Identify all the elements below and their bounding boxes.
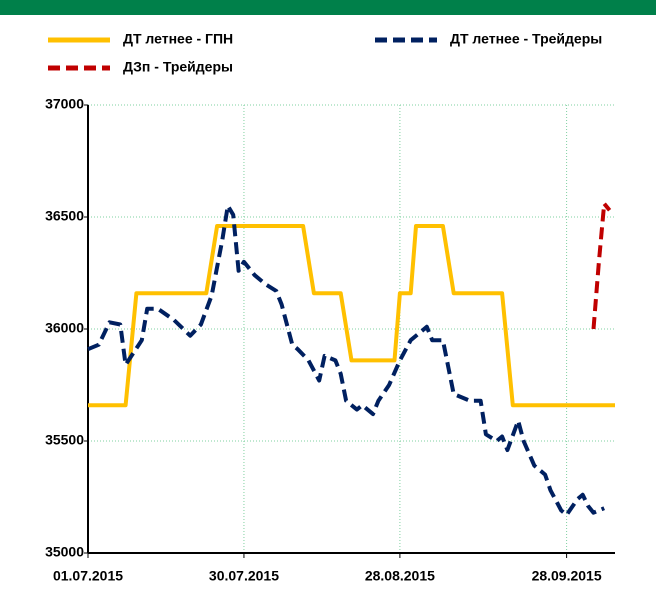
x-tick-label: 28.08.2015 [365, 568, 435, 584]
x-tick-label: 28.09.2015 [532, 568, 602, 584]
legend-label: ДЗп - Трейдеры [123, 59, 233, 75]
series-line [88, 224, 615, 408]
legend-label: ДТ летнее - ГПН [123, 31, 233, 47]
y-tick-label: 36500 [45, 208, 84, 224]
x-tick-label: 01.07.2015 [53, 568, 123, 584]
series-line [591, 201, 612, 330]
y-tick-label: 36000 [45, 320, 84, 336]
y-tick-label: 35500 [45, 432, 84, 448]
series-line [87, 203, 605, 517]
legend-label: ДТ летнее - Трейдеры [450, 31, 602, 47]
header-band [0, 0, 656, 15]
y-tick-label: 37000 [45, 96, 84, 112]
y-tick-label: 35000 [45, 544, 84, 560]
x-tick-label: 30.07.2015 [209, 568, 279, 584]
